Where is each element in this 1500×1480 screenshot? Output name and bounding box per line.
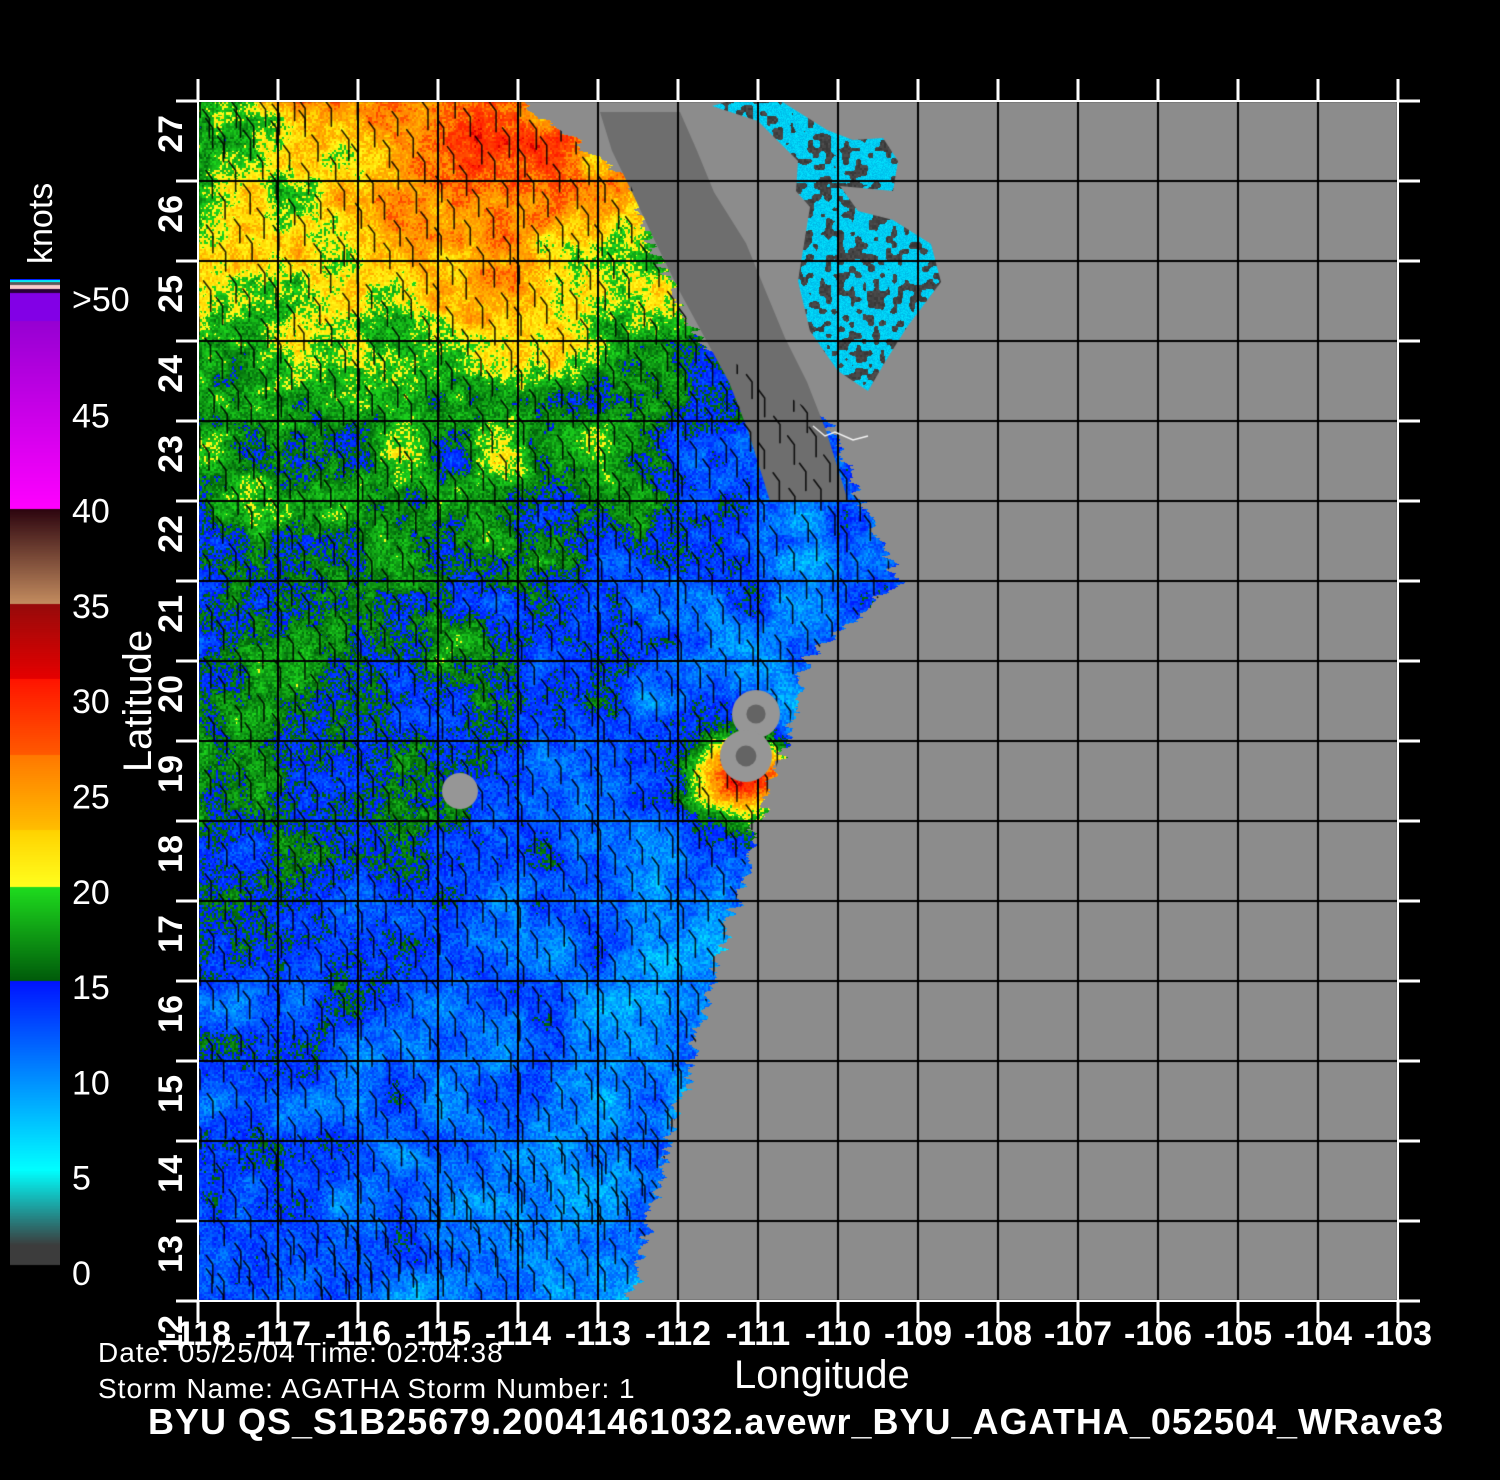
svg-text:10: 10	[72, 1064, 110, 1102]
svg-text:-113: -113	[565, 1315, 631, 1353]
svg-text:Longitude: Longitude	[734, 1353, 910, 1397]
svg-text:15: 15	[72, 969, 110, 1007]
svg-text:45: 45	[72, 397, 110, 435]
svg-text:24: 24	[152, 355, 190, 393]
svg-text:0: 0	[72, 1255, 91, 1293]
svg-text:18: 18	[152, 835, 190, 873]
svg-text:knots: knots	[22, 183, 60, 264]
svg-text:12: 12	[152, 1315, 190, 1353]
svg-text:40: 40	[72, 493, 110, 531]
svg-text:22: 22	[152, 515, 190, 553]
svg-text:Date: 05/25/04 Time: 02:04:3: Date: 05/25/04 Time: 02:04:38	[98, 1337, 504, 1368]
svg-text:35: 35	[72, 588, 110, 626]
svg-text:5: 5	[72, 1160, 91, 1198]
svg-text:-116: -116	[325, 1315, 391, 1353]
svg-text:-115: -115	[405, 1315, 471, 1353]
svg-text:16: 16	[152, 995, 190, 1033]
svg-text:-118: -118	[165, 1315, 231, 1353]
svg-text:21: 21	[152, 595, 190, 633]
svg-text:20: 20	[72, 874, 110, 912]
svg-text:23: 23	[152, 435, 190, 473]
svg-text:-114: -114	[485, 1315, 551, 1353]
svg-text:17: 17	[152, 915, 190, 953]
svg-text:-112: -112	[645, 1315, 711, 1353]
svg-text:-117: -117	[245, 1315, 311, 1353]
svg-text:-110: -110	[805, 1315, 871, 1353]
svg-text:20: 20	[152, 675, 190, 713]
svg-text:-107: -107	[1044, 1315, 1112, 1353]
svg-text:-105: -105	[1204, 1315, 1272, 1353]
svg-text:14: 14	[152, 1155, 190, 1193]
svg-text:-104: -104	[1284, 1315, 1352, 1353]
svg-text:>50: >50	[72, 281, 130, 319]
svg-text:-106: -106	[1124, 1315, 1192, 1353]
svg-text:Storm Name: AGATHA Storm N: Storm Name: AGATHA Storm Number: 1	[98, 1373, 636, 1404]
svg-text:Latitude: Latitude	[116, 630, 160, 772]
svg-text:-111: -111	[726, 1315, 790, 1353]
svg-text:26: 26	[152, 195, 190, 233]
svg-text:BYU QS_S1B25679.20041461032.a: BYU QS_S1B25679.20041461032.avewr_BYU_AG…	[148, 1401, 1444, 1442]
svg-text:-103: -103	[1364, 1315, 1432, 1353]
svg-text:-108: -108	[964, 1315, 1032, 1353]
svg-text:19: 19	[152, 755, 190, 793]
svg-text:27: 27	[152, 115, 190, 153]
svg-text:30: 30	[72, 683, 110, 721]
svg-text:25: 25	[72, 779, 110, 817]
svg-text:-109: -109	[884, 1315, 952, 1353]
svg-text:25: 25	[152, 275, 190, 313]
svg-text:13: 13	[152, 1235, 190, 1273]
svg-text:15: 15	[152, 1075, 190, 1113]
